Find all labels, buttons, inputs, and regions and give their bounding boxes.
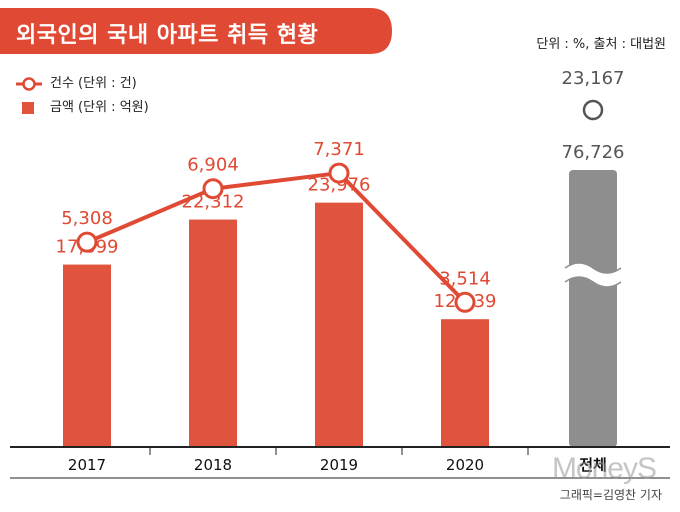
x-tick-label-2020: 2020 — [446, 456, 484, 474]
x-tick-label-2019: 2019 — [320, 456, 358, 474]
title-banner — [0, 8, 392, 54]
bar-total — [569, 170, 617, 447]
x-tick-label-2017: 2017 — [68, 456, 106, 474]
point-2017 — [76, 231, 98, 253]
point-label-2018: 6,904 — [187, 155, 239, 176]
x-tick-label-전체: 전체 — [579, 456, 607, 474]
legend-line: 건수 (단위 : 건) — [14, 72, 137, 92]
count-line — [86, 171, 467, 304]
source-note: 단위 : %, 출처 : 대법원 — [536, 37, 666, 52]
x-tick-label-2018: 2018 — [194, 456, 232, 474]
point-label-2017: 5,308 — [61, 208, 113, 229]
legend-line-label: 건수 (단위 : 건) — [50, 76, 137, 91]
bar-label-total: 76,726 — [562, 142, 625, 163]
axis-break-line-bottom — [564, 276, 622, 288]
graphic-credit: 그래픽=김영찬 기자 — [559, 488, 662, 502]
line-legend-icon — [16, 76, 42, 91]
bar-2020 — [441, 319, 489, 447]
bar-2019 — [315, 202, 363, 447]
point-2018 — [202, 178, 224, 200]
bar-2018 — [189, 219, 237, 447]
chart-title: 외국인의 국내 아파트 취득 현황 — [16, 23, 319, 48]
bar-legend-icon — [22, 101, 34, 114]
bar-2017 — [63, 264, 111, 447]
axis-break-line-top — [564, 262, 622, 274]
point-label-2020: 3,514 — [439, 268, 491, 289]
point-label-total: 23,167 — [562, 68, 625, 89]
point-2020 — [454, 291, 476, 313]
legend-bar: 금액 (단위 : 억원) — [14, 96, 149, 116]
axis-break-mark — [565, 263, 621, 287]
point-total — [582, 99, 604, 121]
point-2019 — [328, 162, 350, 184]
legend-bar-label: 금액 (단위 : 억원) — [50, 100, 149, 115]
watermark: MoneyS — [551, 452, 657, 485]
point-label-2019: 7,371 — [313, 139, 365, 160]
